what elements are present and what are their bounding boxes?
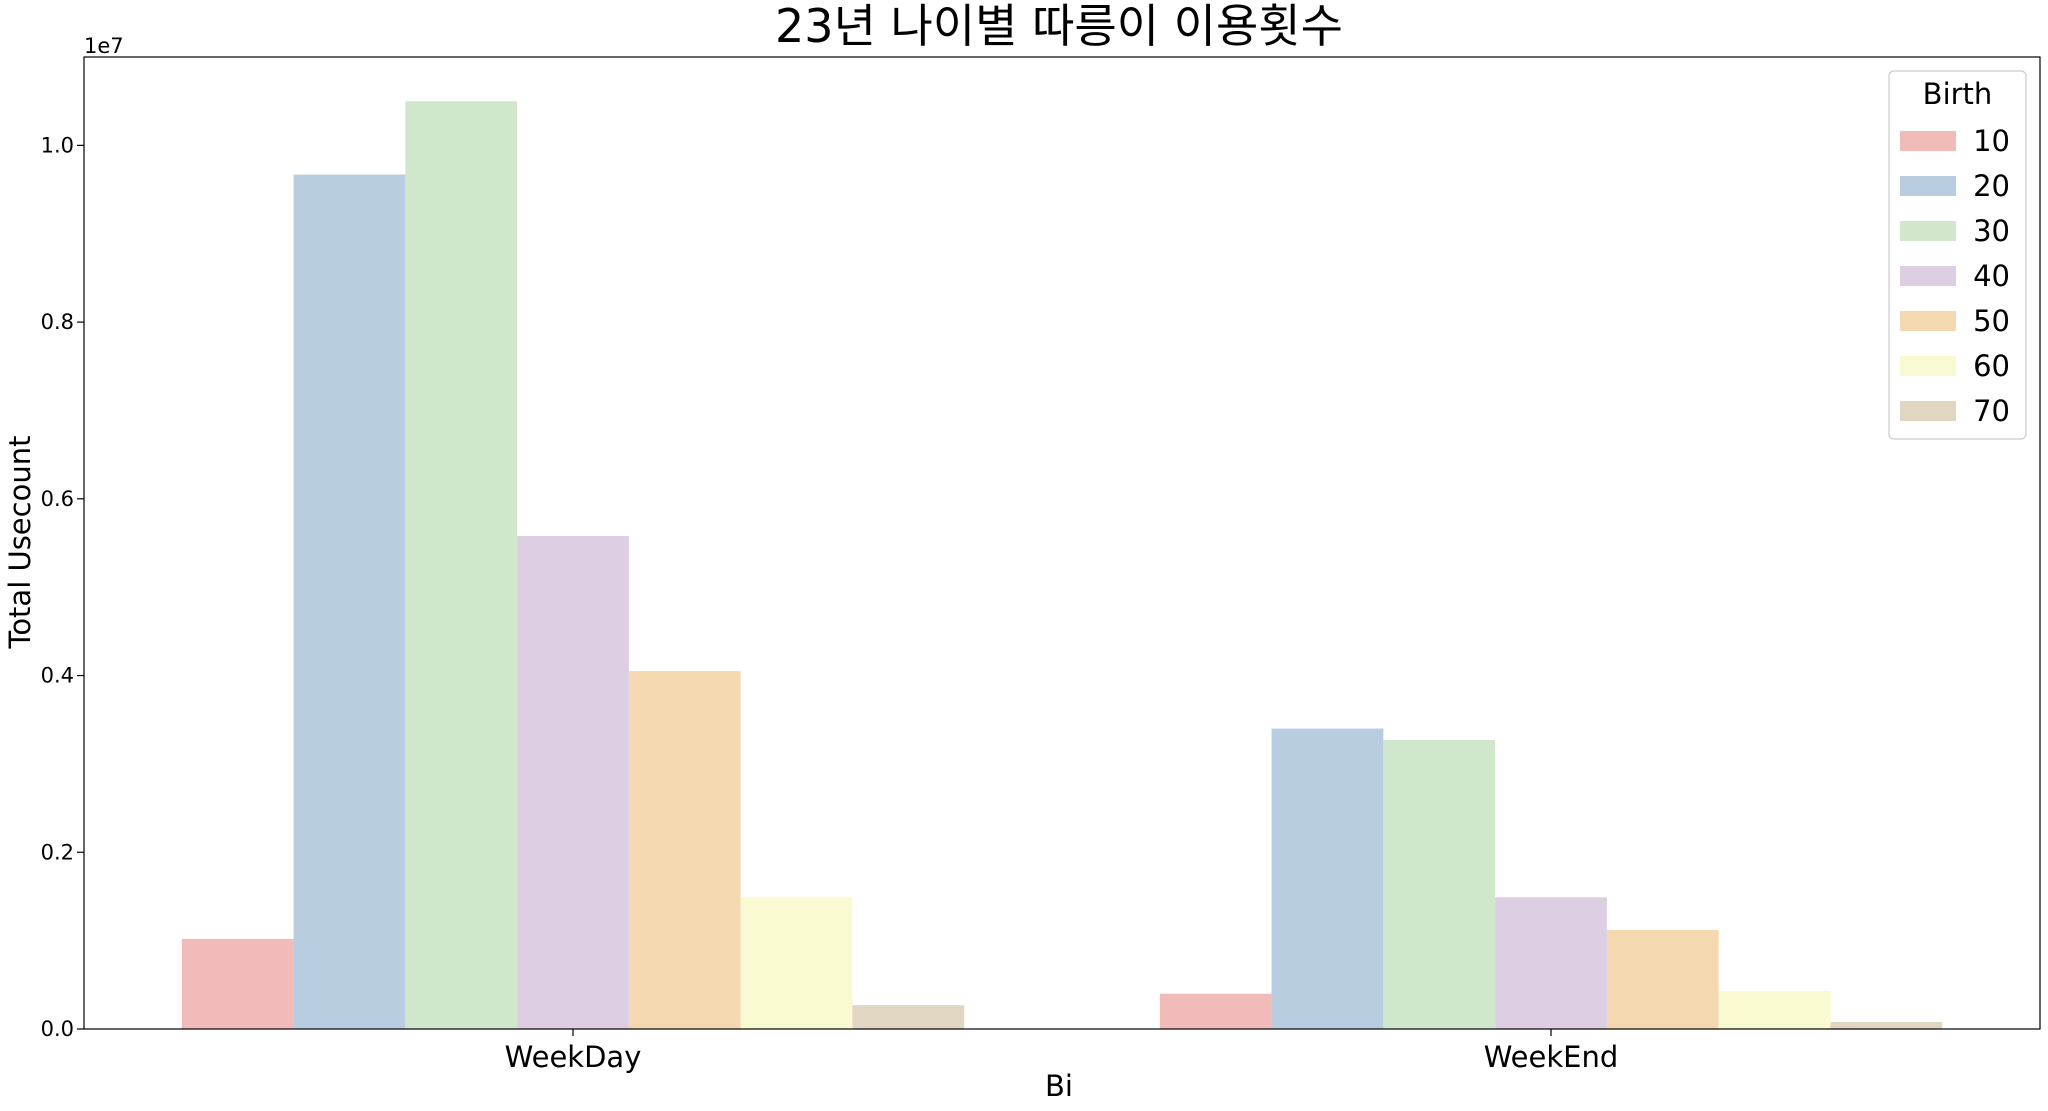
legend-swatch-40 (1900, 266, 1956, 286)
legend-swatch-30 (1900, 221, 1956, 241)
legend-swatch-20 (1900, 176, 1956, 196)
x-tick-label: WeekEnd (1484, 1040, 1619, 1074)
x-tick-label: WeekDay (505, 1040, 642, 1074)
legend-swatch-50 (1900, 311, 1956, 331)
bar-weekend-10 (1159, 993, 1272, 1029)
y-axis-label: Total Usecount (3, 436, 37, 650)
y-tick-label: 0.8 (41, 310, 74, 334)
bar-weekend-20 (1271, 728, 1384, 1029)
legend-label-20: 20 (1973, 169, 2010, 203)
bar-weekday-20 (293, 174, 406, 1030)
x-axis-label: Bi (1045, 1069, 1073, 1103)
y-tick-label: 0.2 (41, 840, 74, 864)
legend-label-30: 30 (1973, 214, 2010, 248)
legend-label-70: 70 (1973, 394, 2010, 428)
legend-swatch-70 (1900, 401, 1956, 421)
y-tick-label: 0.6 (41, 487, 74, 511)
y-axis-offset-label: 1e7 (84, 34, 124, 58)
bar-weekday-60 (740, 897, 853, 1029)
bars-group (181, 101, 1943, 1030)
bar-weekend-30 (1383, 740, 1496, 1029)
legend-title: Birth (1923, 77, 1993, 111)
y-tick-label: 0.4 (41, 664, 74, 688)
chart-title: 23년 나이별 따릉이 이용횟수 (775, 0, 1343, 53)
y-tick-label: 0.0 (41, 1017, 74, 1041)
bar-weekday-50 (628, 671, 741, 1029)
legend-label-60: 60 (1973, 349, 2010, 383)
y-tick-label: 1.0 (41, 133, 74, 157)
legend-swatch-60 (1900, 356, 1956, 376)
legend: Birth 10 20 30 40 50 60 70 (1888, 70, 2027, 440)
bar-weekday-70 (852, 1005, 965, 1029)
legend-label-40: 40 (1973, 259, 2010, 293)
legend-swatch-10 (1900, 131, 1956, 151)
bar-weekend-40 (1495, 897, 1607, 1029)
axes-group: WeekDay WeekEnd 0.0 0.2 0.4 0.6 0.8 1.0 (41, 56, 2041, 1074)
bar-weekend-60 (1718, 991, 1831, 1029)
bar-weekday-10 (181, 938, 294, 1029)
plot-frame (83, 56, 2041, 1030)
bar-weekday-40 (517, 535, 629, 1029)
bar-weekend-50 (1606, 930, 1719, 1029)
legend-label-10: 10 (1973, 124, 2010, 158)
legend-frame (1888, 70, 2027, 440)
legend-label-50: 50 (1973, 304, 2010, 338)
bar-weekend-70 (1830, 1021, 1943, 1029)
bar-weekday-30 (405, 101, 518, 1029)
